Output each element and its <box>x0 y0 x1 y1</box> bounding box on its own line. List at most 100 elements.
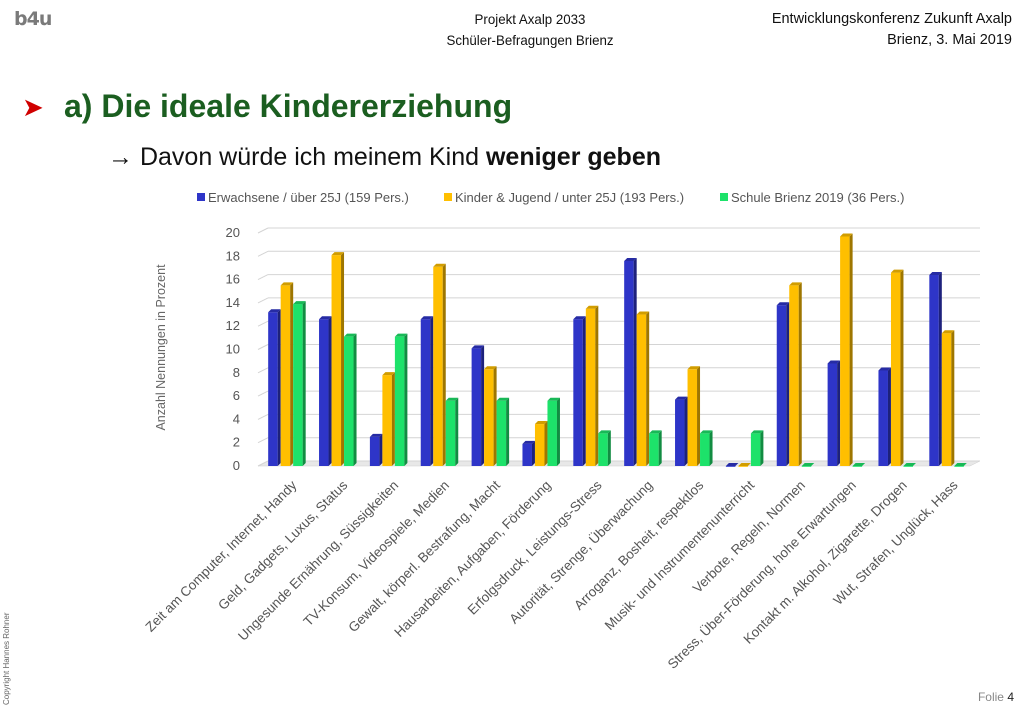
gridline-depth <box>257 227 269 234</box>
bar-top <box>789 282 802 286</box>
bar-top <box>878 367 891 371</box>
bar <box>331 255 342 466</box>
bar-top <box>929 271 942 275</box>
bar-top <box>382 372 395 376</box>
bar <box>776 305 787 466</box>
slide-number-value: 4 <box>1007 690 1014 704</box>
bar <box>547 400 557 466</box>
gridline-depth <box>257 367 269 374</box>
bar-top <box>573 316 586 320</box>
page-subtitle: → Davon würde ich meinem Kind weniger ge… <box>108 143 661 172</box>
y-axis-label: Anzahl Nennungen in Prozent <box>154 264 168 431</box>
bar-top <box>954 463 967 466</box>
bar-top <box>801 463 815 466</box>
bar-side <box>607 430 611 466</box>
bar <box>624 260 634 466</box>
bar-side <box>837 360 841 466</box>
bar <box>954 466 964 467</box>
bar-side <box>849 233 853 466</box>
bar <box>598 433 608 466</box>
bar-side <box>277 309 281 466</box>
bar-side <box>353 333 357 466</box>
y-tick-label: 20 <box>226 225 240 240</box>
x-category-label: Stress, Über-Förderung, hohe Erwartungen <box>665 478 859 672</box>
bar <box>675 399 685 466</box>
bar-side <box>633 257 637 466</box>
bar-top <box>827 360 841 364</box>
bar-top <box>840 233 853 237</box>
y-tick-label: 0 <box>233 458 240 473</box>
bar-top <box>420 316 434 320</box>
bar-side <box>951 330 955 466</box>
bar-side <box>887 367 891 466</box>
bar-side <box>481 345 485 466</box>
y-tick-label: 6 <box>233 388 240 403</box>
bar-side <box>506 397 510 466</box>
header-event-title: Entwicklungskonferenz Zukunft Axalp <box>771 11 1012 27</box>
gridline-depth <box>257 460 269 467</box>
bar <box>890 272 901 466</box>
legend-swatch <box>444 193 452 201</box>
bar <box>929 274 939 466</box>
y-tick-label: 14 <box>226 295 240 310</box>
gridline-depth <box>257 320 269 327</box>
b4u-logo: b4u <box>14 8 52 30</box>
bar-top <box>496 397 510 401</box>
bar-side <box>595 305 599 466</box>
bar-top <box>445 397 459 401</box>
bar-side <box>646 311 650 466</box>
gridline-depth <box>257 344 269 350</box>
bar-side <box>404 333 408 466</box>
bar-top <box>547 397 560 401</box>
bar-side <box>430 316 434 466</box>
bar-side <box>391 372 395 466</box>
slide-number: Folie 4 <box>978 690 1014 704</box>
bar-top <box>738 463 751 466</box>
bar <box>801 466 812 467</box>
bar-top <box>636 311 650 315</box>
bar <box>573 319 583 466</box>
bar-side <box>328 316 332 466</box>
bar-top <box>369 433 383 437</box>
legend-label: Kinder & Jugend / unter 25J (193 Pers.) <box>455 190 684 205</box>
bar-side <box>544 421 548 466</box>
bar <box>534 424 545 466</box>
bar-top <box>624 257 637 261</box>
bar-top <box>890 269 904 273</box>
bar-top <box>750 430 764 434</box>
bar <box>878 370 888 466</box>
y-tick-label: 2 <box>233 435 240 450</box>
bar <box>293 304 303 466</box>
legend-swatch <box>720 193 728 201</box>
header-event: Entwicklungskonferenz Zukunft Axalp Brie… <box>772 9 1012 51</box>
bar-top <box>280 282 294 286</box>
bar <box>319 319 329 466</box>
bar-side <box>290 282 294 466</box>
bar <box>433 266 443 466</box>
bar-side <box>697 366 701 466</box>
bar <box>445 400 456 466</box>
bar <box>420 319 431 466</box>
bar-side <box>582 316 586 466</box>
bar-side <box>442 263 446 466</box>
bar <box>394 336 405 466</box>
bar <box>687 369 698 466</box>
bar-side <box>658 430 662 466</box>
bar-top <box>649 430 662 434</box>
header-project-title: Projekt Axalp 2033 <box>474 11 586 27</box>
bar-top <box>852 463 866 466</box>
y-tick-label: 18 <box>226 248 240 263</box>
bar-side <box>900 269 904 466</box>
bar-top <box>725 463 739 466</box>
bar <box>369 436 380 466</box>
arrow-bullet-icon: ➤ <box>22 92 44 122</box>
bar-side <box>760 430 764 466</box>
bar <box>649 433 659 466</box>
bar-side <box>302 301 306 466</box>
bar <box>852 466 863 467</box>
bar <box>941 333 952 466</box>
bar <box>382 375 392 466</box>
bar-side <box>709 430 713 466</box>
bar-top <box>331 252 345 256</box>
header-event-date: Brienz, 3. Mai 2019 <box>887 32 1012 48</box>
